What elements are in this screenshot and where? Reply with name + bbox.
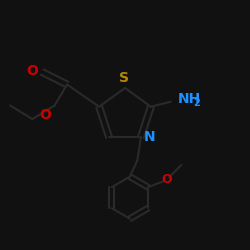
Text: O: O	[161, 173, 172, 186]
Text: 2: 2	[194, 98, 200, 108]
Text: NH: NH	[178, 92, 201, 106]
Text: S: S	[119, 72, 129, 86]
Text: N: N	[144, 130, 155, 144]
Text: O: O	[27, 64, 38, 78]
Text: O: O	[39, 108, 51, 122]
